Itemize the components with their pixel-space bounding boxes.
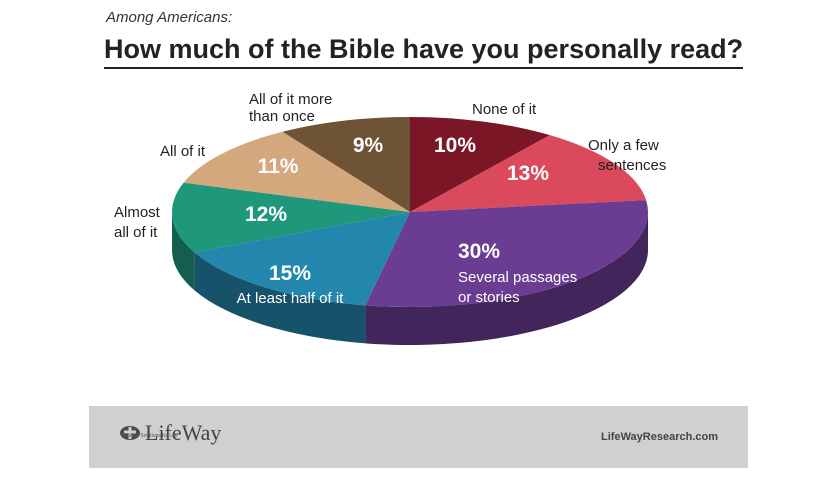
data-label-at-least-half-of-it: 15% <box>269 262 311 285</box>
data-label-none-of-it: 10% <box>434 134 476 157</box>
category-label-at-least-half-of-it: At least half of it <box>237 290 345 307</box>
lifeway-cross-icon <box>120 426 140 440</box>
category-label-several-passages-or-stories-2: or stories <box>458 289 520 306</box>
pie-slice-all-of-it-more-than-once <box>282 117 410 212</box>
pie-labels: 10% None of it 13% Only a few sentences 30% Se… <box>114 91 666 307</box>
category-label-all-of-it: All of it <box>160 143 206 160</box>
logo-text: LifeWay <box>145 420 222 445</box>
category-label-only-a-few-sentences-1: Only a few <box>588 137 659 154</box>
pie-slice-almost-all-of-it <box>171 182 410 253</box>
data-label-all-of-it-more-than-once: 9% <box>353 134 384 157</box>
pie-tops <box>171 117 648 307</box>
pie-slice-only-a-few-sentences <box>410 135 647 212</box>
pie-side-at-least-half-of-it <box>194 252 366 344</box>
website-link[interactable]: LifeWayResearch.com <box>601 431 718 443</box>
pie-slice-none-of-it <box>410 117 550 212</box>
data-label-only-a-few-sentences: 13% <box>507 162 549 185</box>
category-label-almost-all-of-it-1: Almost <box>114 204 161 221</box>
category-label-all-of-it-more-than-once-1: All of it more <box>249 91 332 108</box>
pie-slice-all-of-it <box>183 131 410 212</box>
pie-slice-several-passages-or-stories <box>365 200 648 307</box>
category-label-almost-all-of-it-2: all of it <box>114 224 158 241</box>
logo-tagline: Biblical Solutions for Life <box>123 433 178 439</box>
pie-slice-at-least-half-of-it <box>194 212 410 306</box>
data-label-almost-all-of-it: 12% <box>245 203 287 226</box>
pie-sides <box>172 212 648 345</box>
pie-side-almost-all-of-it <box>172 212 195 291</box>
footer-bar: LifeWay Biblical Solutions for Life Life… <box>89 406 748 468</box>
data-label-all-of-it: 11% <box>258 155 299 178</box>
chart-title: How much of the Bible have you personall… <box>104 34 744 69</box>
category-label-none-of-it: None of it <box>472 101 537 118</box>
category-label-all-of-it-more-than-once-2: than once <box>249 108 315 125</box>
category-label-several-passages-or-stories-1: Several passages <box>458 269 577 286</box>
pie-chart: 10% None of it 13% Only a few sentences 30% Se… <box>114 91 666 345</box>
pie-side-several-passages-or-stories <box>365 212 648 345</box>
lifeway-logo: LifeWay <box>119 420 221 446</box>
data-label-several-passages-or-stories: 30% <box>458 240 500 263</box>
category-label-only-a-few-sentences-2: sentences <box>598 157 666 174</box>
chart-subtitle: Among Americans: <box>106 9 233 26</box>
